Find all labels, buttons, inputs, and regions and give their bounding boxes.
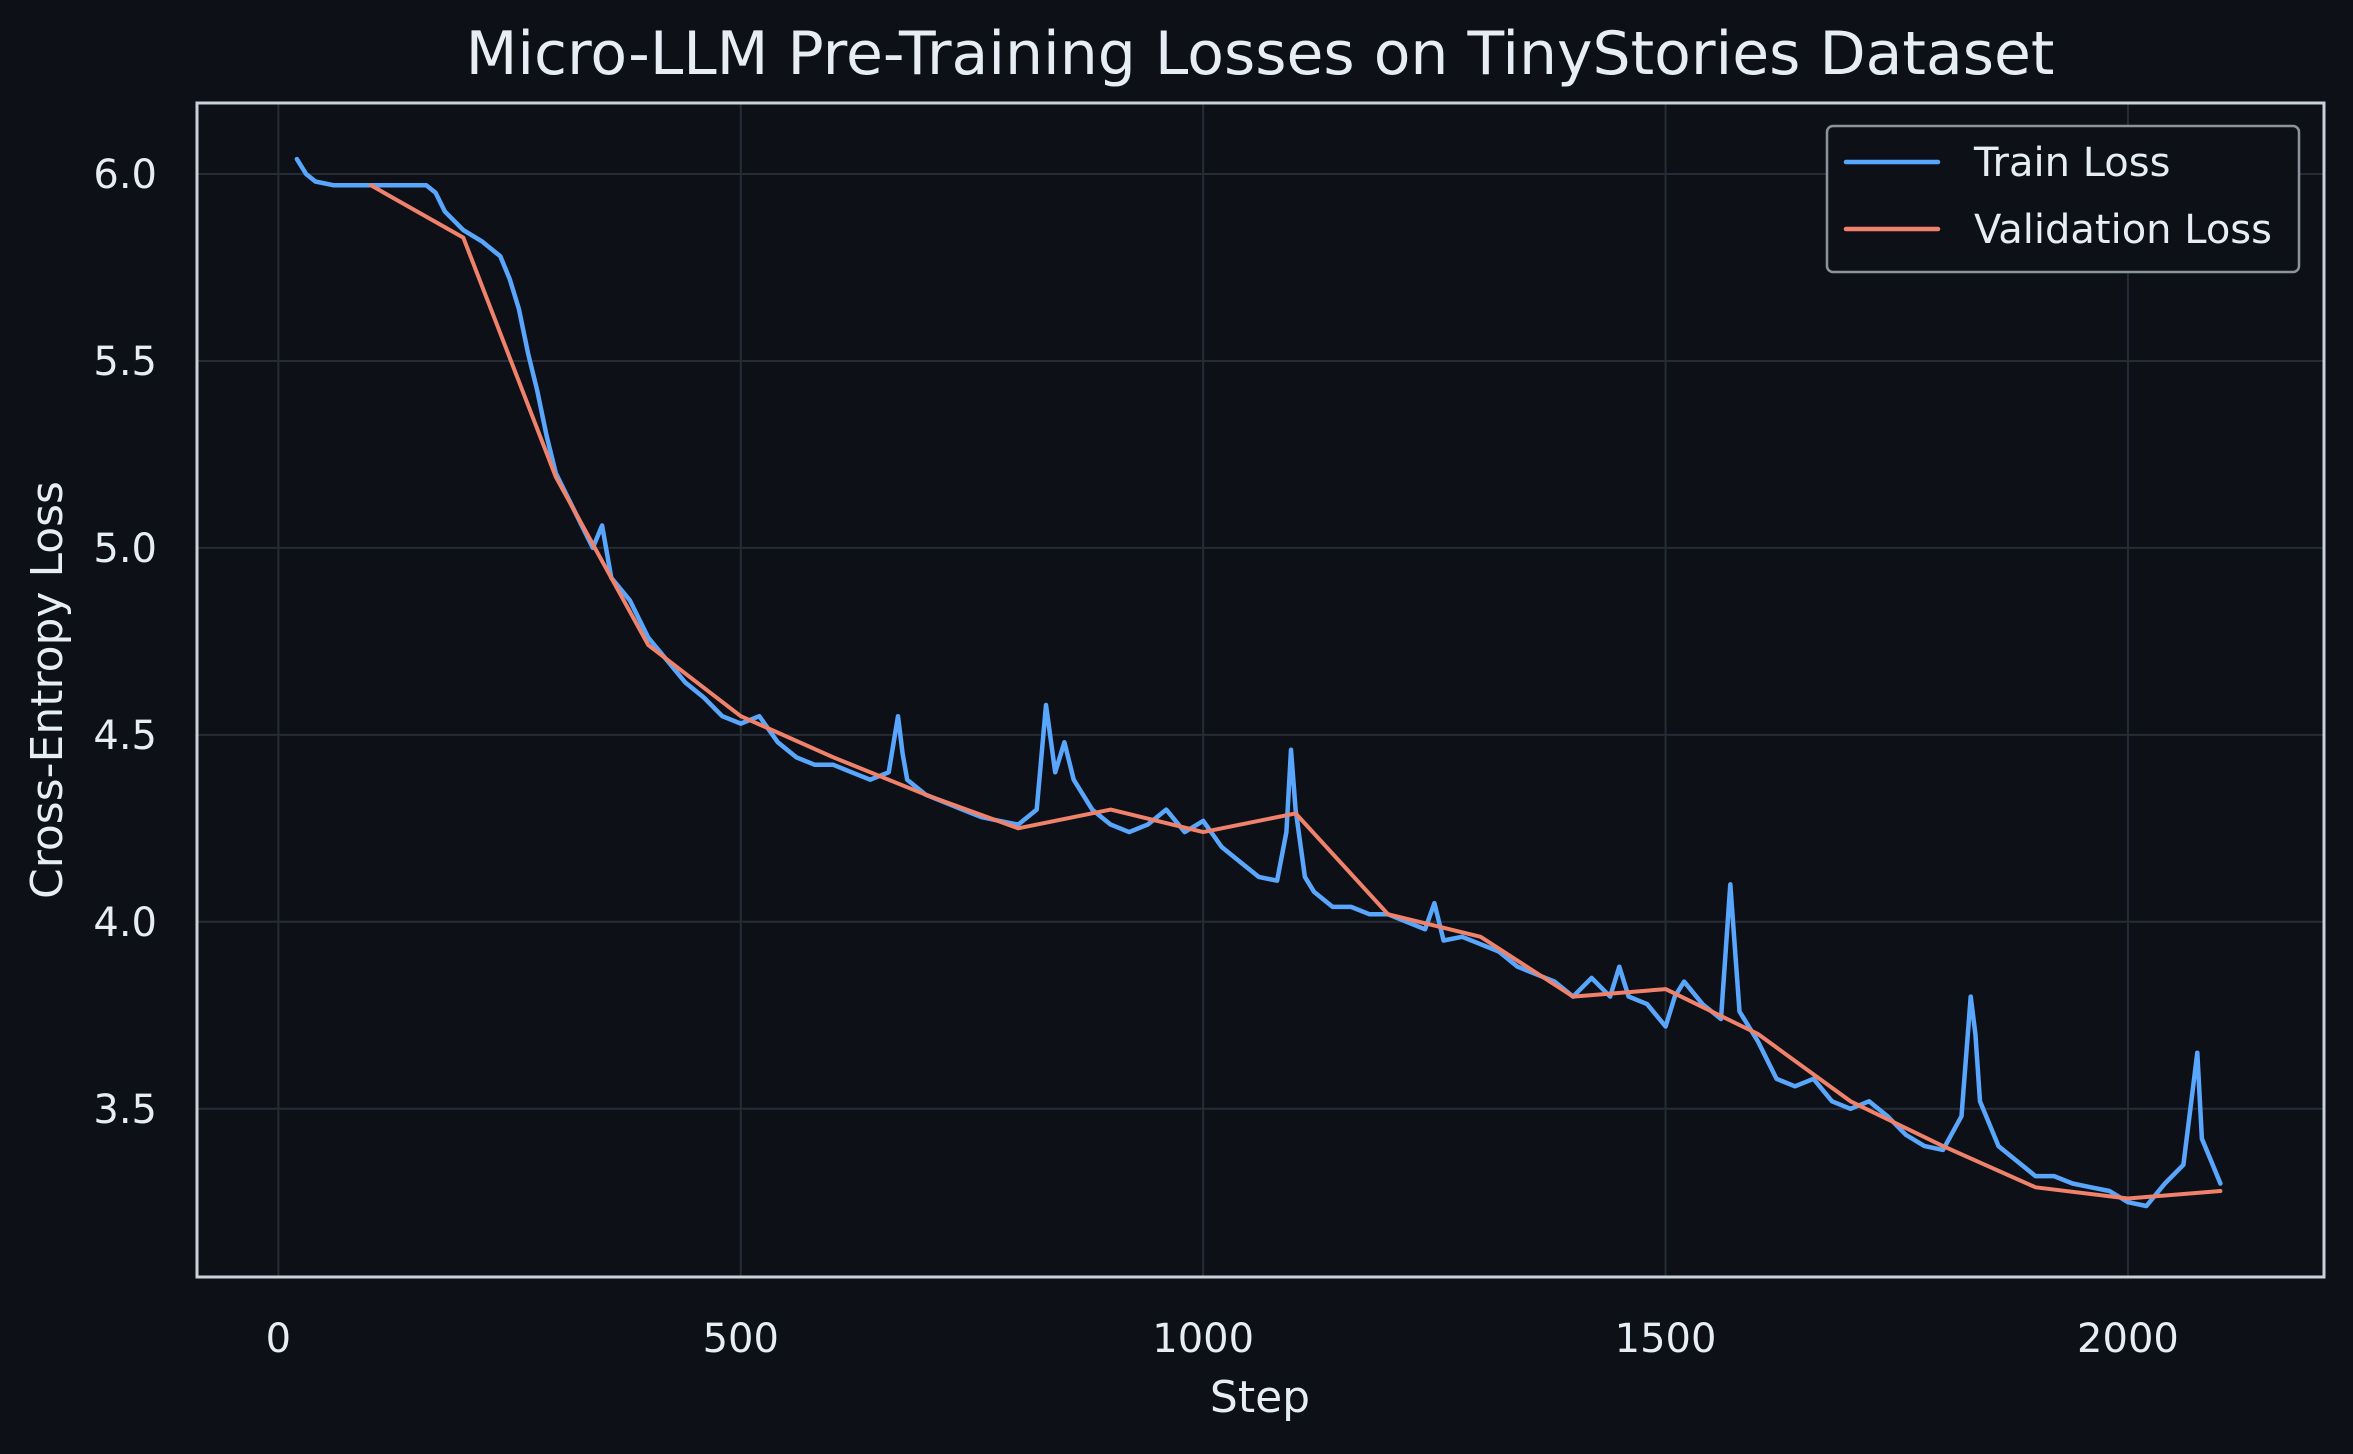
- y-tick-label: 4.5: [93, 713, 157, 759]
- x-tick-label: 2000: [2077, 1316, 2179, 1362]
- legend-label-validation: Validation Loss: [1974, 207, 2272, 253]
- y-axis-ticks: 3.5 4.0 4.5 5.0 5.5 6.0: [93, 152, 157, 1133]
- y-tick-label: 5.0: [93, 526, 157, 572]
- legend-label-train: Train Loss: [1973, 140, 2170, 186]
- plot-frame: [195, 101, 2326, 1279]
- y-tick-label: 4.0: [93, 900, 157, 946]
- plot-area: [195, 101, 2326, 1279]
- legend-box: [1825, 124, 2301, 274]
- grid-lines: [197, 103, 2324, 1277]
- y-axis-label: Cross-Entropy Loss: [22, 481, 73, 899]
- x-tick-label: 1500: [1615, 1316, 1717, 1362]
- y-tick-label: 5.5: [93, 339, 157, 385]
- x-axis-ticks: 0 500 1000 1500 2000: [266, 1316, 2179, 1362]
- series-line-validation: [368, 183, 2223, 1201]
- x-tick-label: 0: [266, 1316, 291, 1362]
- plot-background: [197, 103, 2324, 1277]
- y-tick-label: 3.5: [93, 1087, 157, 1133]
- series-lines: [294, 156, 2223, 1209]
- x-tick-label: 500: [703, 1316, 779, 1362]
- chart-title: Micro-LLM Pre-Training Losses on TinySto…: [466, 19, 2055, 89]
- x-tick-label: 1000: [1152, 1316, 1254, 1362]
- x-axis-label: Step: [1210, 1372, 1310, 1423]
- y-tick-label: 6.0: [93, 152, 157, 198]
- legend: Train Loss Validation Loss: [1825, 124, 2301, 274]
